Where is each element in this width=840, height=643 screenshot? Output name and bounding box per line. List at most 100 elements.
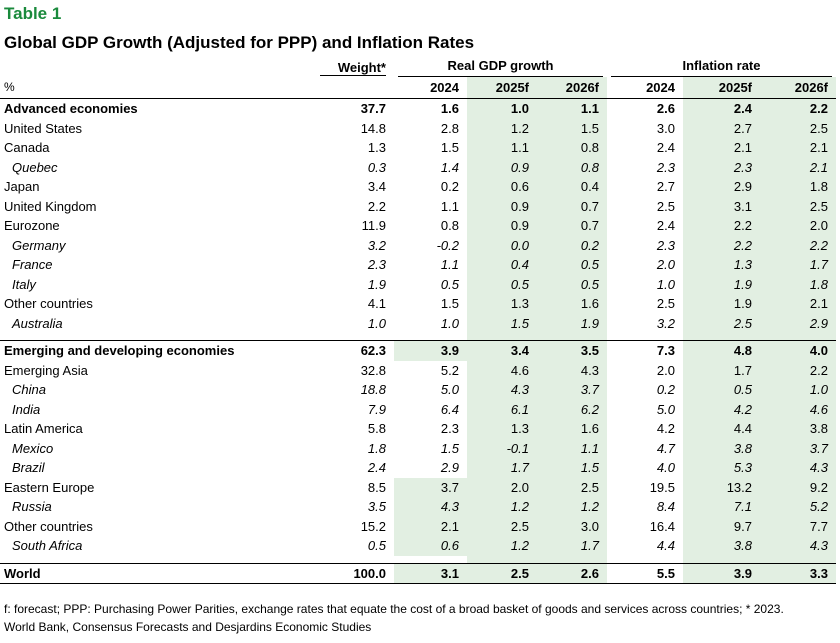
- footnote-sources: World Bank, Consensus Forecasts and Desj…: [4, 620, 372, 634]
- inflation-cell: 1.8: [760, 274, 836, 294]
- gdp-cell: 1.1: [537, 98, 607, 119]
- weight-cell: 2.4: [367, 460, 386, 475]
- data-table: Real GDP growth Inflation rate % Weight*…: [0, 56, 836, 584]
- gdp-cell: 3.7: [537, 380, 607, 400]
- weight-cell: 32.8: [360, 362, 386, 378]
- gdp-cell: 3.0: [537, 516, 607, 536]
- row-name: Advanced economies: [4, 101, 138, 116]
- inflation-cell: 2.0: [656, 362, 675, 378]
- inflation-cell: 2.2: [760, 235, 836, 255]
- row-name: Eastern Europe: [4, 479, 95, 495]
- table-row: Quebec 0.3 1.4 0.9 0.8 2.3 2.3 2.1: [0, 157, 836, 177]
- gdp-cell: 2.3: [440, 421, 459, 436]
- weight-cell: 15.2: [360, 518, 386, 534]
- inflation-cell: 2.4: [683, 98, 760, 119]
- row-name: France: [12, 257, 53, 272]
- row-name: Emerging Asia: [4, 362, 88, 378]
- inflation-cell: 4.7: [656, 440, 675, 456]
- weight-cell: 3.2: [367, 237, 386, 253]
- gdp-cell: 3.9: [394, 340, 467, 361]
- inflation-cell: 7.3: [607, 340, 683, 361]
- row-name: Eurozone: [4, 218, 60, 233]
- table-row: Mexico 1.8 1.5 -0.1 1.1 4.7 3.8 3.7: [0, 438, 836, 458]
- inflation-cell: 0.5: [683, 380, 760, 400]
- weight-cell: 3.4: [367, 179, 386, 194]
- inflation-cell: 3.7: [760, 438, 836, 458]
- inflation-cell: 2.5: [760, 196, 836, 216]
- inflation-cell: 1.3: [683, 255, 760, 275]
- weight-cell: 2.3: [367, 257, 386, 272]
- table-row: Canada 1.3 1.5 1.1 0.8 2.4 2.1 2.1: [0, 138, 836, 158]
- inflation-cell: 3.0: [656, 120, 675, 136]
- table-row: Eastern Europe 8.5 3.7 2.0 2.5 19.5 13.2 9.2: [0, 477, 836, 497]
- inflation-cell: 19.5: [649, 479, 675, 495]
- gdp-year-header: 2025f: [467, 77, 537, 99]
- inflation-cell: 4.2: [656, 421, 675, 436]
- weight-cell: 100.0: [290, 562, 394, 584]
- gdp-cell: 0.9: [467, 157, 537, 177]
- row-name: Australia: [12, 315, 63, 331]
- inflation-cell: 2.7: [656, 179, 675, 194]
- gdp-cell: 1.6: [440, 101, 459, 116]
- weight-cell: 14.8: [360, 120, 386, 136]
- inflation-cell: 0.2: [656, 382, 675, 397]
- row-name: Germany: [12, 237, 66, 253]
- inflation-cell: 9.2: [760, 477, 836, 497]
- unit-header: %: [0, 77, 290, 99]
- weight-cell: 62.3: [290, 340, 394, 361]
- inflation-cell: 7.7: [760, 516, 836, 536]
- inflation-cell: 2.3: [656, 159, 675, 175]
- inflation-cell: 4.6: [760, 399, 836, 419]
- gdp-cell: 1.3: [467, 294, 537, 314]
- gdp-cell: 1.5: [537, 118, 607, 138]
- inflation-cell: 3.1: [683, 196, 760, 216]
- table-row: Australia 1.0 1.0 1.5 1.9 3.2 2.5 2.9: [0, 313, 836, 333]
- inflation-cell: 2.5: [656, 296, 675, 311]
- weight-cell: 1.8: [367, 440, 386, 456]
- inflation-cell: 1.0: [760, 380, 836, 400]
- row-name: Italy: [12, 276, 36, 292]
- inflation-cell: 4.2: [683, 399, 760, 419]
- gdp-cell: 0.2: [440, 179, 459, 194]
- table-row: Advanced economies 37.7 1.6 1.0 1.1 2.6 2.4 2.2: [0, 98, 836, 119]
- table-row: Germany 3.2 -0.2 0.0 0.2 2.3 2.2 2.2: [0, 235, 836, 255]
- weight-cell: 3.5: [367, 499, 386, 514]
- inflation-cell: 5.0: [656, 401, 675, 417]
- gdp-cell: 0.8: [440, 218, 459, 233]
- gdp-cell: 1.0: [467, 98, 537, 119]
- gdp-cell: 0.9: [467, 196, 537, 216]
- inflation-cell: 1.0: [656, 276, 675, 292]
- inflation-year-header: 2024: [607, 77, 683, 99]
- gdp-cell: 1.5: [537, 458, 607, 478]
- weight-cell: 8.5: [367, 479, 386, 495]
- table-row: Latin America 5.8 2.3 1.3 1.6 4.2 4.4 3.8: [0, 419, 836, 439]
- gdp-cell: 4.3: [467, 380, 537, 400]
- inflation-cell: 2.4: [656, 140, 675, 155]
- gdp-cell: 2.5: [537, 477, 607, 497]
- inflation-cell: 4.3: [760, 458, 836, 478]
- weight-cell: 1.0: [367, 315, 386, 331]
- inflation-cell: 1.9: [683, 294, 760, 314]
- row-name: United Kingdom: [4, 198, 97, 214]
- row-name: Quebec: [12, 159, 58, 175]
- table-row: Italy 1.9 0.5 0.5 0.5 1.0 1.9 1.8: [0, 274, 836, 294]
- weight-cell: 0.5: [367, 538, 386, 553]
- gdp-cell: 1.7: [537, 536, 607, 556]
- gdp-cell: 0.6: [394, 536, 467, 556]
- inflation-cell: 2.6: [656, 101, 675, 116]
- inflation-cell: 3.9: [683, 562, 760, 584]
- inflation-cell: 2.2: [683, 235, 760, 255]
- gdp-cell: 1.7: [467, 458, 537, 478]
- row-name: Other countries: [4, 518, 93, 534]
- inflation-cell: 5.5: [607, 562, 683, 584]
- table-row: Emerging Asia 32.8 5.2 4.6 4.3 2.0 1.7 2.2: [0, 360, 836, 380]
- table-row: France 2.3 1.1 0.4 0.5 2.0 1.3 1.7: [0, 255, 836, 275]
- inflation-cell: 2.2: [683, 216, 760, 236]
- inflation-year-header: 2026f: [760, 77, 836, 99]
- row-name: Russia: [12, 499, 52, 514]
- inflation-cell: 2.1: [760, 294, 836, 314]
- gdp-year-header: 2024: [394, 77, 467, 99]
- inflation-year-header: 2025f: [683, 77, 760, 99]
- gdp-group-header: Real GDP growth: [398, 56, 603, 77]
- table-label: Table 1: [4, 4, 62, 23]
